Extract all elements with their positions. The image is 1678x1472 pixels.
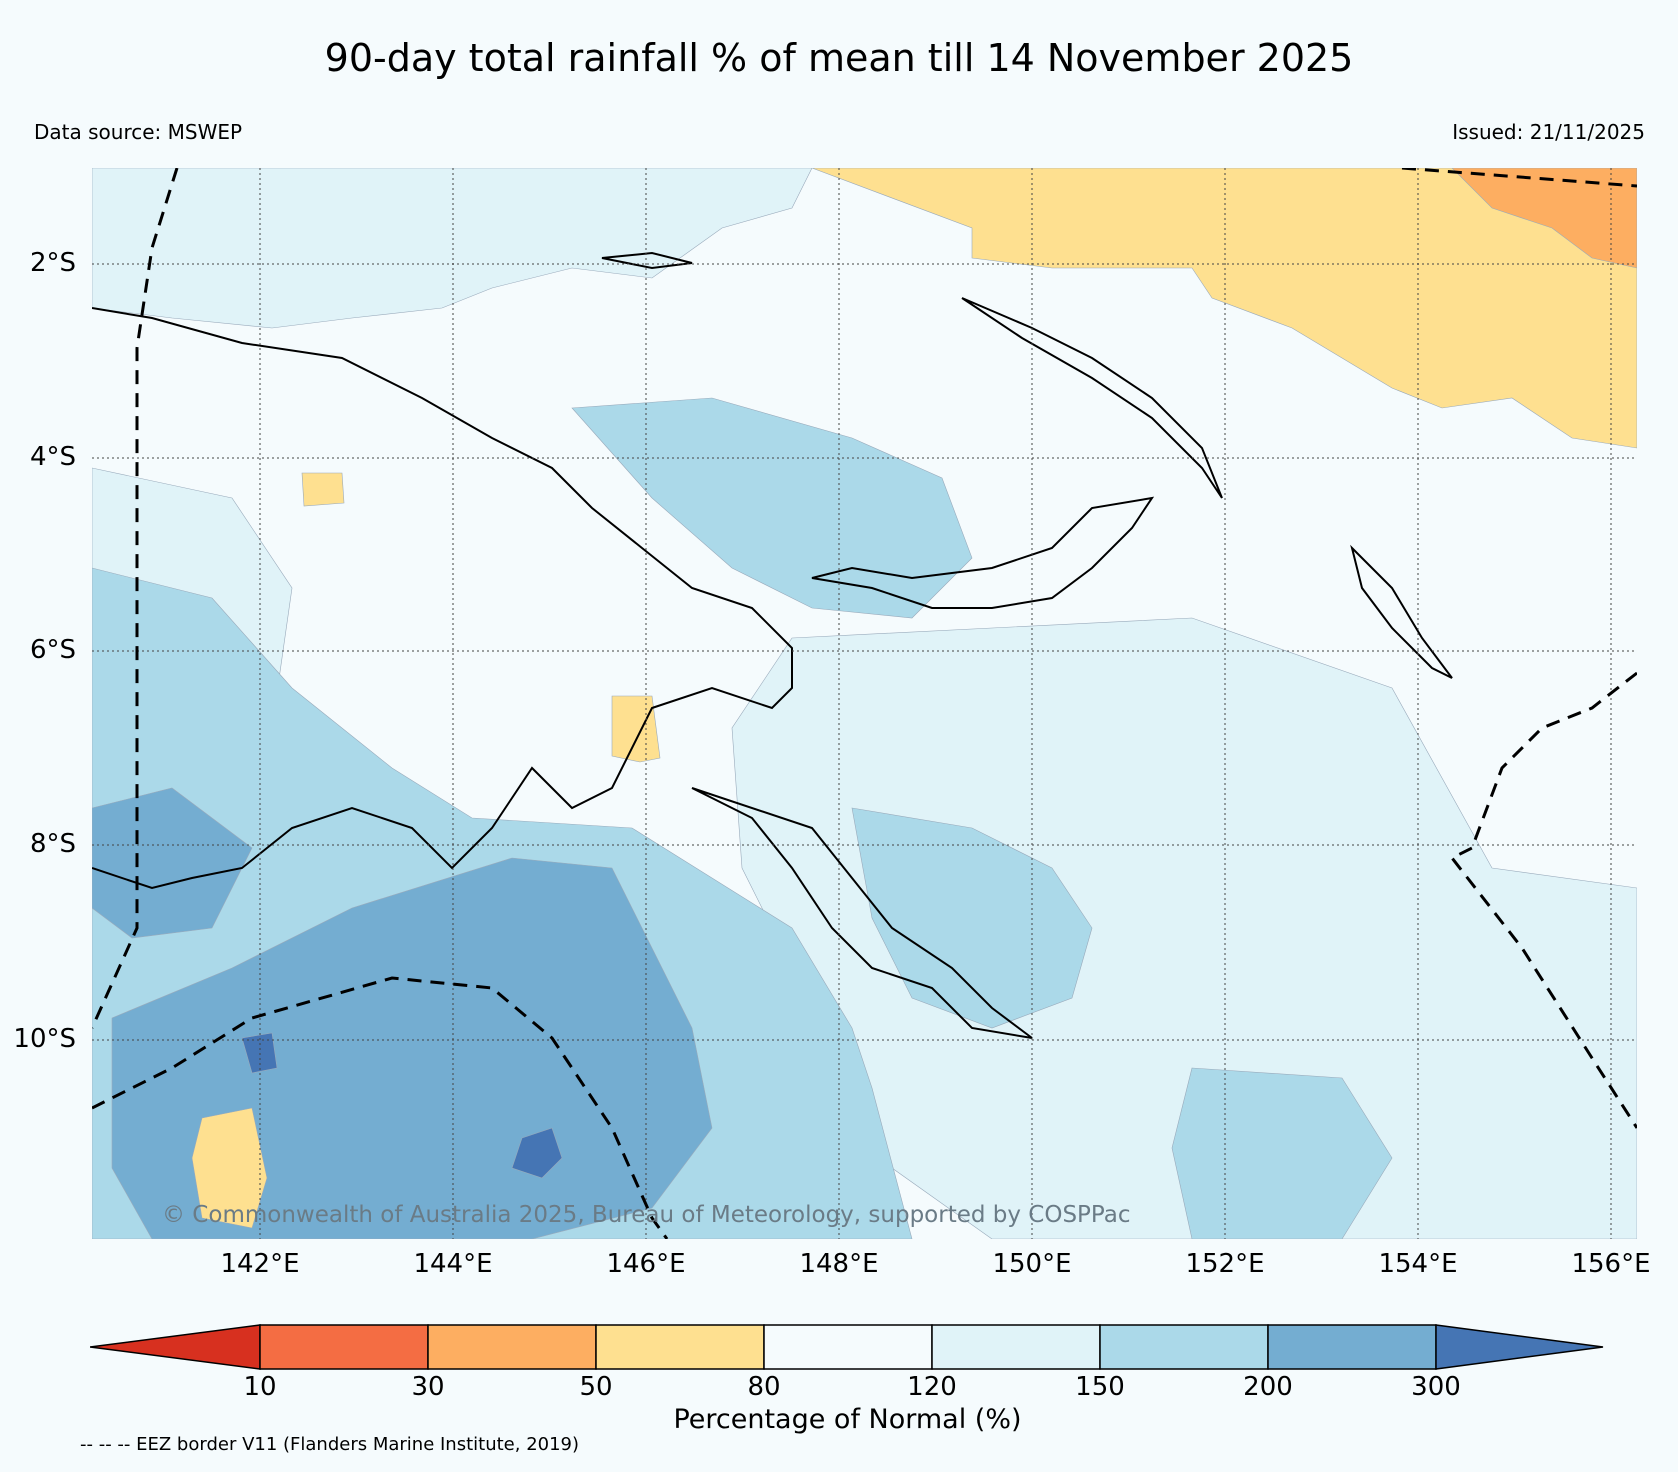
lat-label-8s: 8°S bbox=[29, 829, 76, 859]
copyright-notice: © Commonwealth of Australia 2025, Bureau… bbox=[162, 1202, 1131, 1228]
rainfall-map bbox=[92, 168, 1637, 1239]
colorbar-segment-50-80 bbox=[595, 1324, 765, 1370]
colorbar-tick-200: 200 bbox=[1243, 1372, 1293, 1402]
rainfall-region-120-150 bbox=[731, 617, 1637, 1239]
colorbar-segment-under-10 bbox=[90, 1324, 261, 1370]
rainfall-region-200-300 bbox=[92, 787, 253, 939]
lat-label-10s: 10°S bbox=[13, 1024, 76, 1054]
colorbar-segment-30-50 bbox=[427, 1324, 597, 1370]
lon-label-150e: 150°E bbox=[992, 1249, 1072, 1279]
lat-label-2s: 2°S bbox=[29, 248, 76, 278]
eez-border-legend: -- -- -- EEZ border V11 (Flanders Marine… bbox=[80, 1434, 580, 1455]
new-ireland-coastline bbox=[961, 297, 1223, 499]
map-title: 90-day total rainfall % of mean till 14 … bbox=[324, 36, 1354, 80]
rainfall-region-over-300 bbox=[511, 1127, 563, 1179]
rainfall-region-200-300 bbox=[111, 857, 713, 1239]
colorbar-segment-over-300 bbox=[1435, 1324, 1604, 1370]
manus-island-coastline bbox=[601, 251, 693, 270]
colorbar-tick-30: 30 bbox=[411, 1372, 445, 1402]
rainfall-region-50-80 bbox=[611, 695, 661, 763]
colorbar-tick-300: 300 bbox=[1411, 1372, 1461, 1402]
lat-label-4s: 4°S bbox=[29, 442, 76, 472]
lat-label-6s: 6°S bbox=[29, 635, 76, 665]
new-britain-coastline bbox=[811, 496, 1155, 609]
colorbar-segment-80-120 bbox=[763, 1324, 933, 1370]
lon-label-144e: 144°E bbox=[413, 1249, 493, 1279]
lon-label-156e: 156°E bbox=[1571, 1249, 1651, 1279]
lon-label-148e: 148°E bbox=[799, 1249, 879, 1279]
rainfall-region-150-200 bbox=[1171, 1067, 1393, 1239]
lon-label-154e: 154°E bbox=[1378, 1249, 1458, 1279]
new-guinea-coastline bbox=[92, 307, 793, 890]
rainfall-region-50-80 bbox=[301, 472, 345, 507]
data-source-label: Data source: MSWEP bbox=[34, 120, 243, 144]
eez-borders bbox=[92, 168, 1637, 1239]
colorbar-tick-120: 120 bbox=[907, 1372, 957, 1402]
rainfall-region-120-150 bbox=[92, 168, 813, 329]
colorbar-segment-200-300 bbox=[1267, 1324, 1437, 1370]
colorbar-segment-150-200 bbox=[1099, 1324, 1269, 1370]
colorbar-tick-10: 10 bbox=[243, 1372, 277, 1402]
colorbar bbox=[90, 1324, 1604, 1370]
rainfall-region-30-50 bbox=[1451, 168, 1637, 269]
lon-label-142e: 142°E bbox=[220, 1249, 300, 1279]
papuan-peninsula-coastline bbox=[691, 787, 1033, 1039]
bougainville-coastline bbox=[1350, 544, 1453, 679]
colorbar-segment-120-150 bbox=[931, 1324, 1101, 1370]
issued-date-label: Issued: 21/11/2025 bbox=[1452, 120, 1645, 144]
colorbar-tick-80: 80 bbox=[747, 1372, 781, 1402]
colorbar-tick-50: 50 bbox=[579, 1372, 613, 1402]
lon-label-146e: 146°E bbox=[606, 1249, 686, 1279]
colorbar-tick-150: 150 bbox=[1075, 1372, 1125, 1402]
map-gridlines bbox=[92, 168, 1637, 1239]
lon-label-152e: 152°E bbox=[1185, 1249, 1265, 1279]
colorbar-segment-10-30 bbox=[259, 1324, 429, 1370]
colorbar-label: Percentage of Normal (%) bbox=[673, 1404, 1022, 1435]
rainfall-region-50-80 bbox=[811, 168, 1637, 449]
rainfall-region-150-200 bbox=[571, 397, 973, 619]
rainfall-region-50-80 bbox=[191, 1107, 268, 1229]
